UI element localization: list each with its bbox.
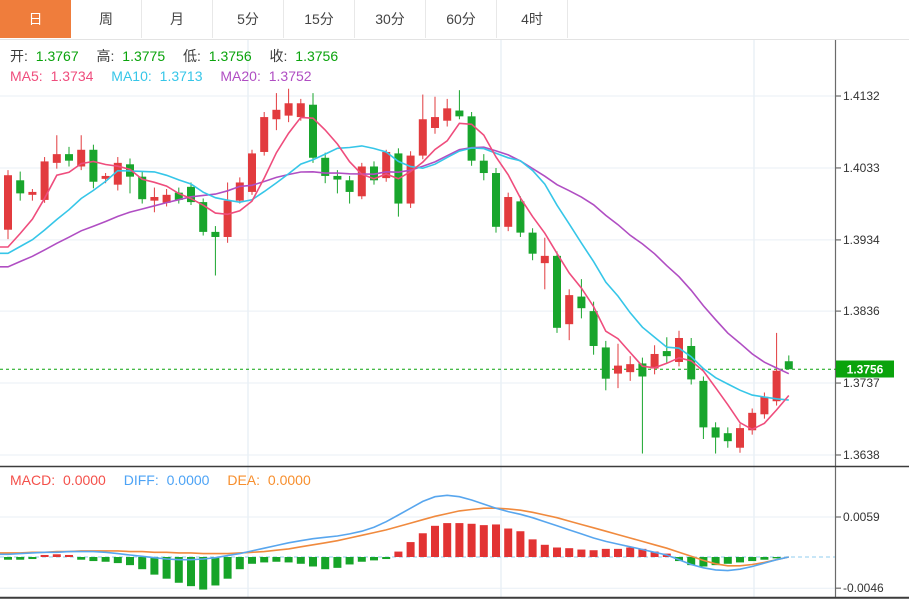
close-label: 收: — [269, 48, 288, 64]
price-axis-label: 1.3638 — [843, 447, 880, 462]
open-label: 开: — [10, 48, 28, 64]
last-price-tag: 1.3756 — [836, 360, 894, 378]
tab-5min[interactable]: 5分 — [213, 0, 284, 38]
dea-label: DEA: — [227, 472, 261, 488]
high-label: 高: — [96, 48, 115, 64]
ma20-value: 1.3752 — [268, 68, 312, 84]
ma10-label: MA10: — [111, 68, 152, 84]
ma5-label: MA5: — [10, 68, 43, 84]
timeframe-tabbar: 日周月 5分 15分 30分 60分 4时 — [0, 0, 909, 40]
tab-60min[interactable]: 60分 — [426, 0, 497, 38]
price-axis-label: 1.4033 — [843, 160, 880, 175]
close-value: 1.3756 — [295, 48, 339, 64]
price-axis-label: 1.4132 — [843, 89, 880, 103]
price-axis-label: 1.3737 — [843, 376, 880, 391]
macd-axis-label: 0.0059 — [843, 509, 880, 524]
high-value: 1.3775 — [122, 48, 166, 64]
macd-label: MACD: — [10, 472, 56, 488]
dea-value: 0.0000 — [267, 472, 311, 488]
ma10-value: 1.3713 — [159, 68, 203, 84]
tab-15min[interactable]: 15分 — [284, 0, 355, 38]
low-value: 1.3756 — [208, 48, 252, 64]
tab-4hour[interactable]: 4时 — [497, 0, 568, 38]
macd-axis-label: -0.0046 — [843, 581, 884, 596]
ohlc-legend: 开: 1.3767 高: 1.3775 低: 1.3756 收: 1.3756 — [10, 46, 342, 66]
ma5-value: 1.3734 — [50, 68, 94, 84]
tab-week[interactable]: 周 — [71, 0, 142, 38]
tab-day[interactable]: 日 — [0, 0, 71, 38]
ma20-label: MA20: — [220, 68, 261, 84]
diff-label: DIFF: — [123, 472, 159, 488]
low-label: 低: — [183, 48, 201, 64]
diff-value: 0.0000 — [166, 472, 210, 488]
ma-legend: MA5: 1.3734 MA10: 1.3713 MA20: 1.3752 — [10, 68, 316, 84]
tab-30min[interactable]: 30分 — [355, 0, 426, 38]
macd-legend: MACD: 0.0000 DIFF: 0.0000 DEA: 0.0000 — [10, 472, 315, 488]
tab-month[interactable]: 月 — [142, 0, 213, 38]
price-axis-label: 1.3836 — [843, 304, 880, 319]
open-value: 1.3767 — [35, 48, 79, 64]
macd-value: 0.0000 — [63, 472, 106, 488]
price-axis-label: 1.3934 — [843, 232, 880, 247]
